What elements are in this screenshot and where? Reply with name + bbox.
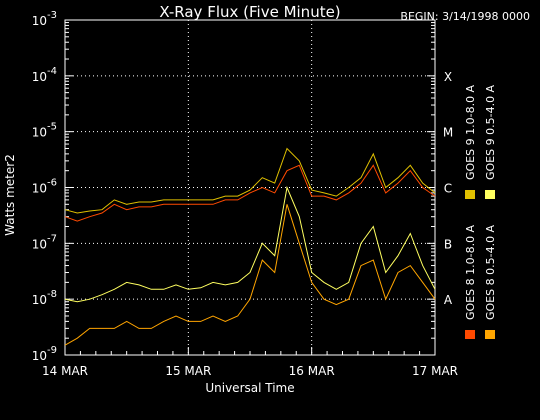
legend: GOES 8 1.0-8.0 A GOES 9 1.0-8.0 A GOES 8 0… [464, 84, 497, 339]
legend-swatch-1 [485, 330, 495, 339]
x-tick-label-0: 14 MAR [42, 364, 88, 378]
series-line-2 [64, 147, 436, 214]
x-axis-label: Universal Time [205, 381, 294, 395]
chart-title: X-Ray Flux (Five Minute) [159, 3, 340, 21]
flare-class-a: A [444, 293, 453, 307]
x-axis-ticks: 14 MAR 15 MAR 16 MAR 17 MAR [42, 347, 458, 378]
grid-lines [65, 20, 435, 355]
x-tick-label-1: 15 MAR [165, 364, 211, 378]
legend-label-0: GOES 8 1.0-8.0 A [464, 224, 477, 320]
flare-class-c: C [444, 182, 452, 196]
flare-class-labels: A B C M X [443, 70, 453, 307]
flare-class-x: X [444, 70, 452, 84]
y-tick-label-3: 10-6 [32, 178, 57, 196]
series-line-3 [64, 185, 436, 303]
y-tick-label-2: 10-7 [32, 233, 57, 251]
y-axis-label: Watts meter2 [3, 154, 17, 236]
legend-swatch-0 [465, 330, 475, 339]
x-tick-label-2: 16 MAR [289, 364, 335, 378]
legend-swatch-3 [485, 190, 495, 199]
x-tick-label-3: 17 MAR [412, 364, 458, 378]
y-tick-label-1: 10-8 [32, 289, 57, 307]
legend-swatch-2 [465, 190, 475, 199]
y-tick-label-4: 10-5 [32, 122, 57, 140]
series-line-1 [64, 204, 436, 346]
flare-class-m: M [443, 126, 453, 140]
legend-label-3: GOES 9 0.5-4.0 A [484, 84, 497, 180]
y-tick-label-0: 10-9 [32, 345, 57, 363]
legend-label-1: GOES 8 0.5-4.0 A [484, 224, 497, 320]
series-lines [64, 147, 436, 346]
chart-subtitle: BEGIN: 3/14/1998 0000 [400, 10, 530, 23]
y-tick-label-6: 10-3 [32, 10, 57, 28]
y-axis-ticks: 10-9 10-8 10-7 10-6 10-5 10-4 10-3 [32, 10, 435, 363]
y-tick-label-5: 10-4 [32, 66, 57, 84]
flare-class-b: B [444, 237, 452, 251]
legend-label-2: GOES 9 1.0-8.0 A [464, 84, 477, 180]
series-line-0 [64, 164, 436, 222]
